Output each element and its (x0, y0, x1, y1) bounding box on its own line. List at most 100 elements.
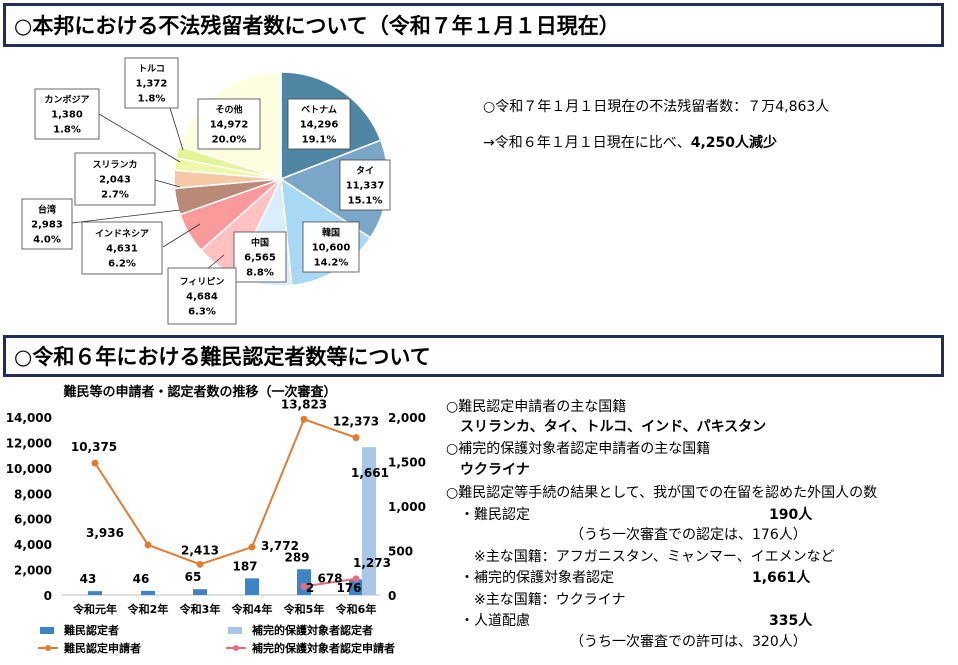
result-heading: ○難民認定等手続の結果として、我が国での在留を認めた外国人の数 (446, 485, 878, 501)
pie-label-box-2 (302, 221, 360, 273)
pie-label-box-7 (74, 152, 156, 206)
pie-label-name: 台湾 (38, 204, 56, 216)
pie-label-value: 4,631 (106, 244, 138, 255)
pie-label-box-9 (124, 57, 179, 109)
pie-label-box-4 (167, 267, 237, 325)
overstay-pie-chart: ベトナム 14,296 19.1% タイ 11,337 15.1% 韓国 10,600 14.2… (21, 57, 391, 325)
data-label-refugee-applicants: 13,823 (281, 397, 327, 411)
x-axis-tick: 令和2年 (127, 602, 169, 616)
humanitarian-label: ・人道配慮 (460, 613, 530, 629)
pie-label-percent: 19.1% (302, 135, 337, 146)
refugee-recognition-nationalities: ※主な国籍：アフガニスタン、ミャンマー、イエメンなど (474, 549, 835, 565)
line-complementary-applicants (303, 577, 357, 588)
data-label-complementary-applicants: 1,273 (353, 556, 391, 570)
overstay-change-text: →令和６年１月１日現在に比べ、4,250人減少 (483, 132, 777, 152)
left-axis-tick: 4,000 (14, 538, 52, 552)
pie-label-percent: 15.1% (348, 196, 383, 207)
pie-label-box-10 (197, 98, 261, 150)
point-refugee-applicants (352, 434, 360, 442)
pie-label-value: 4,684 (186, 292, 218, 303)
pie-label-value: 2,983 (31, 220, 63, 231)
pie-label-percent: 2.7% (101, 190, 129, 201)
left-axis-tick: 6,000 (14, 513, 52, 527)
data-label-complementary-recognized: 2 (306, 581, 314, 595)
bar-complementary-recognized (362, 447, 376, 595)
humanitarian-value: 335人 (769, 613, 813, 629)
refugee-recognition-label: ・難民認定 (460, 507, 530, 523)
applicant-nationalities: スリランカ、タイ、トルコ、インド、パキスタン (460, 419, 767, 435)
bar-refugee-recognized (349, 579, 363, 595)
point-refugee-applicants (91, 459, 99, 467)
right-axis-tick: 1,500 (388, 456, 426, 470)
data-label-refugee-recognized: 176 (336, 581, 361, 595)
pie-label-name: インドネシア (95, 229, 149, 240)
point-complementary-applicants (300, 582, 308, 590)
x-axis-tick: 令和元年 (72, 602, 117, 616)
pie-label-name: フィリピン (180, 276, 225, 288)
chart-title: 難民等の申請者・認定者数の推移（一次審査） (63, 384, 336, 400)
line-refugee-applicants (94, 417, 357, 566)
left-axis-tick: 8,000 (14, 487, 52, 501)
bar-refugee-recognized (297, 569, 311, 595)
legend-swatch (40, 627, 54, 634)
overstay-total-text: ○令和７年１月１日現在の不法残留者数：７万4,863人 (483, 99, 830, 115)
right-axis-tick: 1,000 (388, 500, 426, 514)
pie-label-box-0 (287, 98, 351, 150)
data-label-refugee-recognized: 65 (185, 570, 202, 584)
pie-label-name: ベトナム (301, 105, 337, 116)
change-value: 4,250人減少 (690, 135, 778, 151)
left-axis-tick: 2,000 (14, 564, 52, 578)
bar-refugee-recognized (245, 578, 259, 595)
left-axis-tick: 0 (44, 589, 52, 603)
legend-label: 補完的保護対象者認定申請者 (251, 641, 395, 655)
right-axis-tick: 2,000 (388, 411, 426, 425)
pie-label-name: 中国 (251, 237, 269, 249)
pie-label-value: 11,337 (346, 181, 385, 192)
pie-label-percent: 1.8% (138, 94, 166, 105)
pie-label-name: スリランカ (92, 160, 137, 171)
section-header-refugee: ○令和６年における難民認定者数等について (3, 335, 944, 377)
pie-label-name: タイ (356, 165, 374, 177)
applicant-nationality-heading: ○難民認定申請者の主な国籍 (446, 399, 627, 415)
point-complementary-applicants (352, 575, 360, 583)
section-header-overstay: ○本邦における不法残留者数について（令和７年１月１日現在） (3, 3, 944, 47)
pie-label-percent: 8.8% (246, 268, 274, 279)
pie-label-percent: 4.0% (33, 235, 61, 246)
pie-label-percent: 14.2% (314, 258, 349, 269)
pie-label-box-3 (233, 231, 287, 283)
pie-label-percent: 1.8% (53, 125, 81, 136)
bar-refugee-recognized (88, 591, 102, 595)
leader-line-4 (205, 254, 225, 271)
pie-label-name: その他 (215, 104, 242, 116)
section-title: ○令和６年における難民認定者数等について (14, 345, 431, 369)
leader-line-9 (169, 107, 184, 151)
left-axis-tick: 14,000 (6, 411, 52, 425)
data-label-refugee-applicants: 3,936 (86, 526, 124, 540)
x-axis-tick: 令和4年 (231, 602, 273, 616)
pie-label-value: 14,296 (300, 120, 339, 131)
legend-marker (233, 645, 239, 651)
pie-label-box-6 (21, 198, 73, 250)
leader-line-8 (98, 113, 181, 163)
data-label-refugee-recognized: 43 (80, 572, 97, 586)
x-axis-tick: 令和3年 (179, 602, 221, 616)
refugee-recognition-note: （うち一次審査での認定は、176人） (570, 527, 807, 543)
pie-label-percent: 6.2% (108, 259, 136, 270)
data-label-refugee-recognized: 289 (284, 550, 309, 564)
data-label-complementary-recognized: 1,661 (351, 466, 389, 480)
x-axis-tick: 令和6年 (335, 602, 377, 616)
legend-label: 難民認定者 (64, 623, 119, 637)
point-refugee-applicants (300, 415, 308, 423)
pie-label-value: 2,043 (99, 175, 131, 186)
pie-label-name: 韓国 (322, 227, 340, 239)
pie-label-percent: 6.3% (188, 307, 216, 318)
pie-label-percent: 20.0% (212, 135, 247, 146)
legend-label: 難民認定申請者 (64, 641, 141, 655)
leader-line-7 (154, 179, 181, 188)
bar-refugee-recognized (141, 590, 155, 595)
data-label-refugee-applicants: 2,413 (181, 543, 219, 557)
complementary-protection-label: ・補完的保護対象者認定 (460, 570, 614, 586)
leader-line-5 (162, 223, 201, 248)
pie-label-value: 1,372 (136, 79, 168, 90)
section-title: ○本邦における不法残留者数について（令和７年１月１日現在） (14, 14, 620, 38)
